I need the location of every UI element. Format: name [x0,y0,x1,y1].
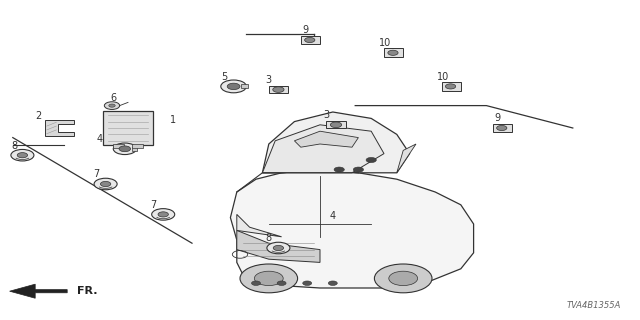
Circle shape [100,181,111,187]
Circle shape [303,281,312,285]
Polygon shape [262,112,410,173]
Circle shape [104,102,120,109]
Circle shape [17,153,28,158]
Polygon shape [301,36,320,44]
Circle shape [497,125,507,131]
Text: 8: 8 [12,140,18,151]
Polygon shape [45,120,74,136]
Polygon shape [269,86,288,93]
Text: FR.: FR. [77,286,97,296]
Circle shape [221,80,246,93]
Polygon shape [397,144,416,173]
Circle shape [11,149,34,161]
Circle shape [366,157,376,163]
Polygon shape [230,170,474,288]
Circle shape [330,122,342,128]
Circle shape [445,84,456,89]
Circle shape [158,212,168,217]
Text: 7: 7 [150,200,157,210]
Circle shape [109,104,115,107]
Circle shape [273,245,284,251]
Circle shape [389,271,417,285]
Circle shape [328,281,337,285]
Text: 5: 5 [221,72,227,82]
Polygon shape [262,125,384,173]
Circle shape [119,146,131,152]
Circle shape [227,83,240,90]
Polygon shape [237,230,320,262]
Polygon shape [493,124,512,132]
Circle shape [277,281,286,285]
Text: 9: 9 [303,25,309,36]
Text: 8: 8 [266,233,272,244]
FancyBboxPatch shape [103,111,153,145]
Text: 2: 2 [35,111,42,121]
Polygon shape [326,121,346,128]
Polygon shape [294,131,358,147]
Circle shape [305,37,315,43]
Polygon shape [384,48,403,57]
Polygon shape [132,144,143,148]
Circle shape [353,167,364,172]
Text: 9: 9 [495,113,501,124]
Text: 6: 6 [111,92,117,103]
Text: 7: 7 [93,169,99,180]
Polygon shape [237,214,282,237]
Circle shape [388,50,398,55]
Circle shape [273,87,284,92]
Text: 3: 3 [323,110,330,120]
Circle shape [255,271,283,285]
Text: 1: 1 [170,115,176,125]
Polygon shape [10,284,67,298]
Circle shape [152,209,175,220]
Circle shape [334,167,344,172]
Circle shape [94,178,117,190]
Text: 3: 3 [266,75,272,85]
Circle shape [374,264,432,293]
Text: 10: 10 [436,72,449,82]
Polygon shape [241,84,248,88]
Text: TVA4B1355A: TVA4B1355A [566,301,621,310]
Circle shape [252,281,260,285]
Circle shape [240,264,298,293]
Polygon shape [442,82,461,91]
Text: 4: 4 [96,134,102,144]
Text: 4: 4 [330,211,336,221]
Circle shape [113,143,136,155]
Polygon shape [132,147,138,150]
Circle shape [267,242,290,254]
Text: 10: 10 [379,38,392,48]
Polygon shape [113,144,124,148]
